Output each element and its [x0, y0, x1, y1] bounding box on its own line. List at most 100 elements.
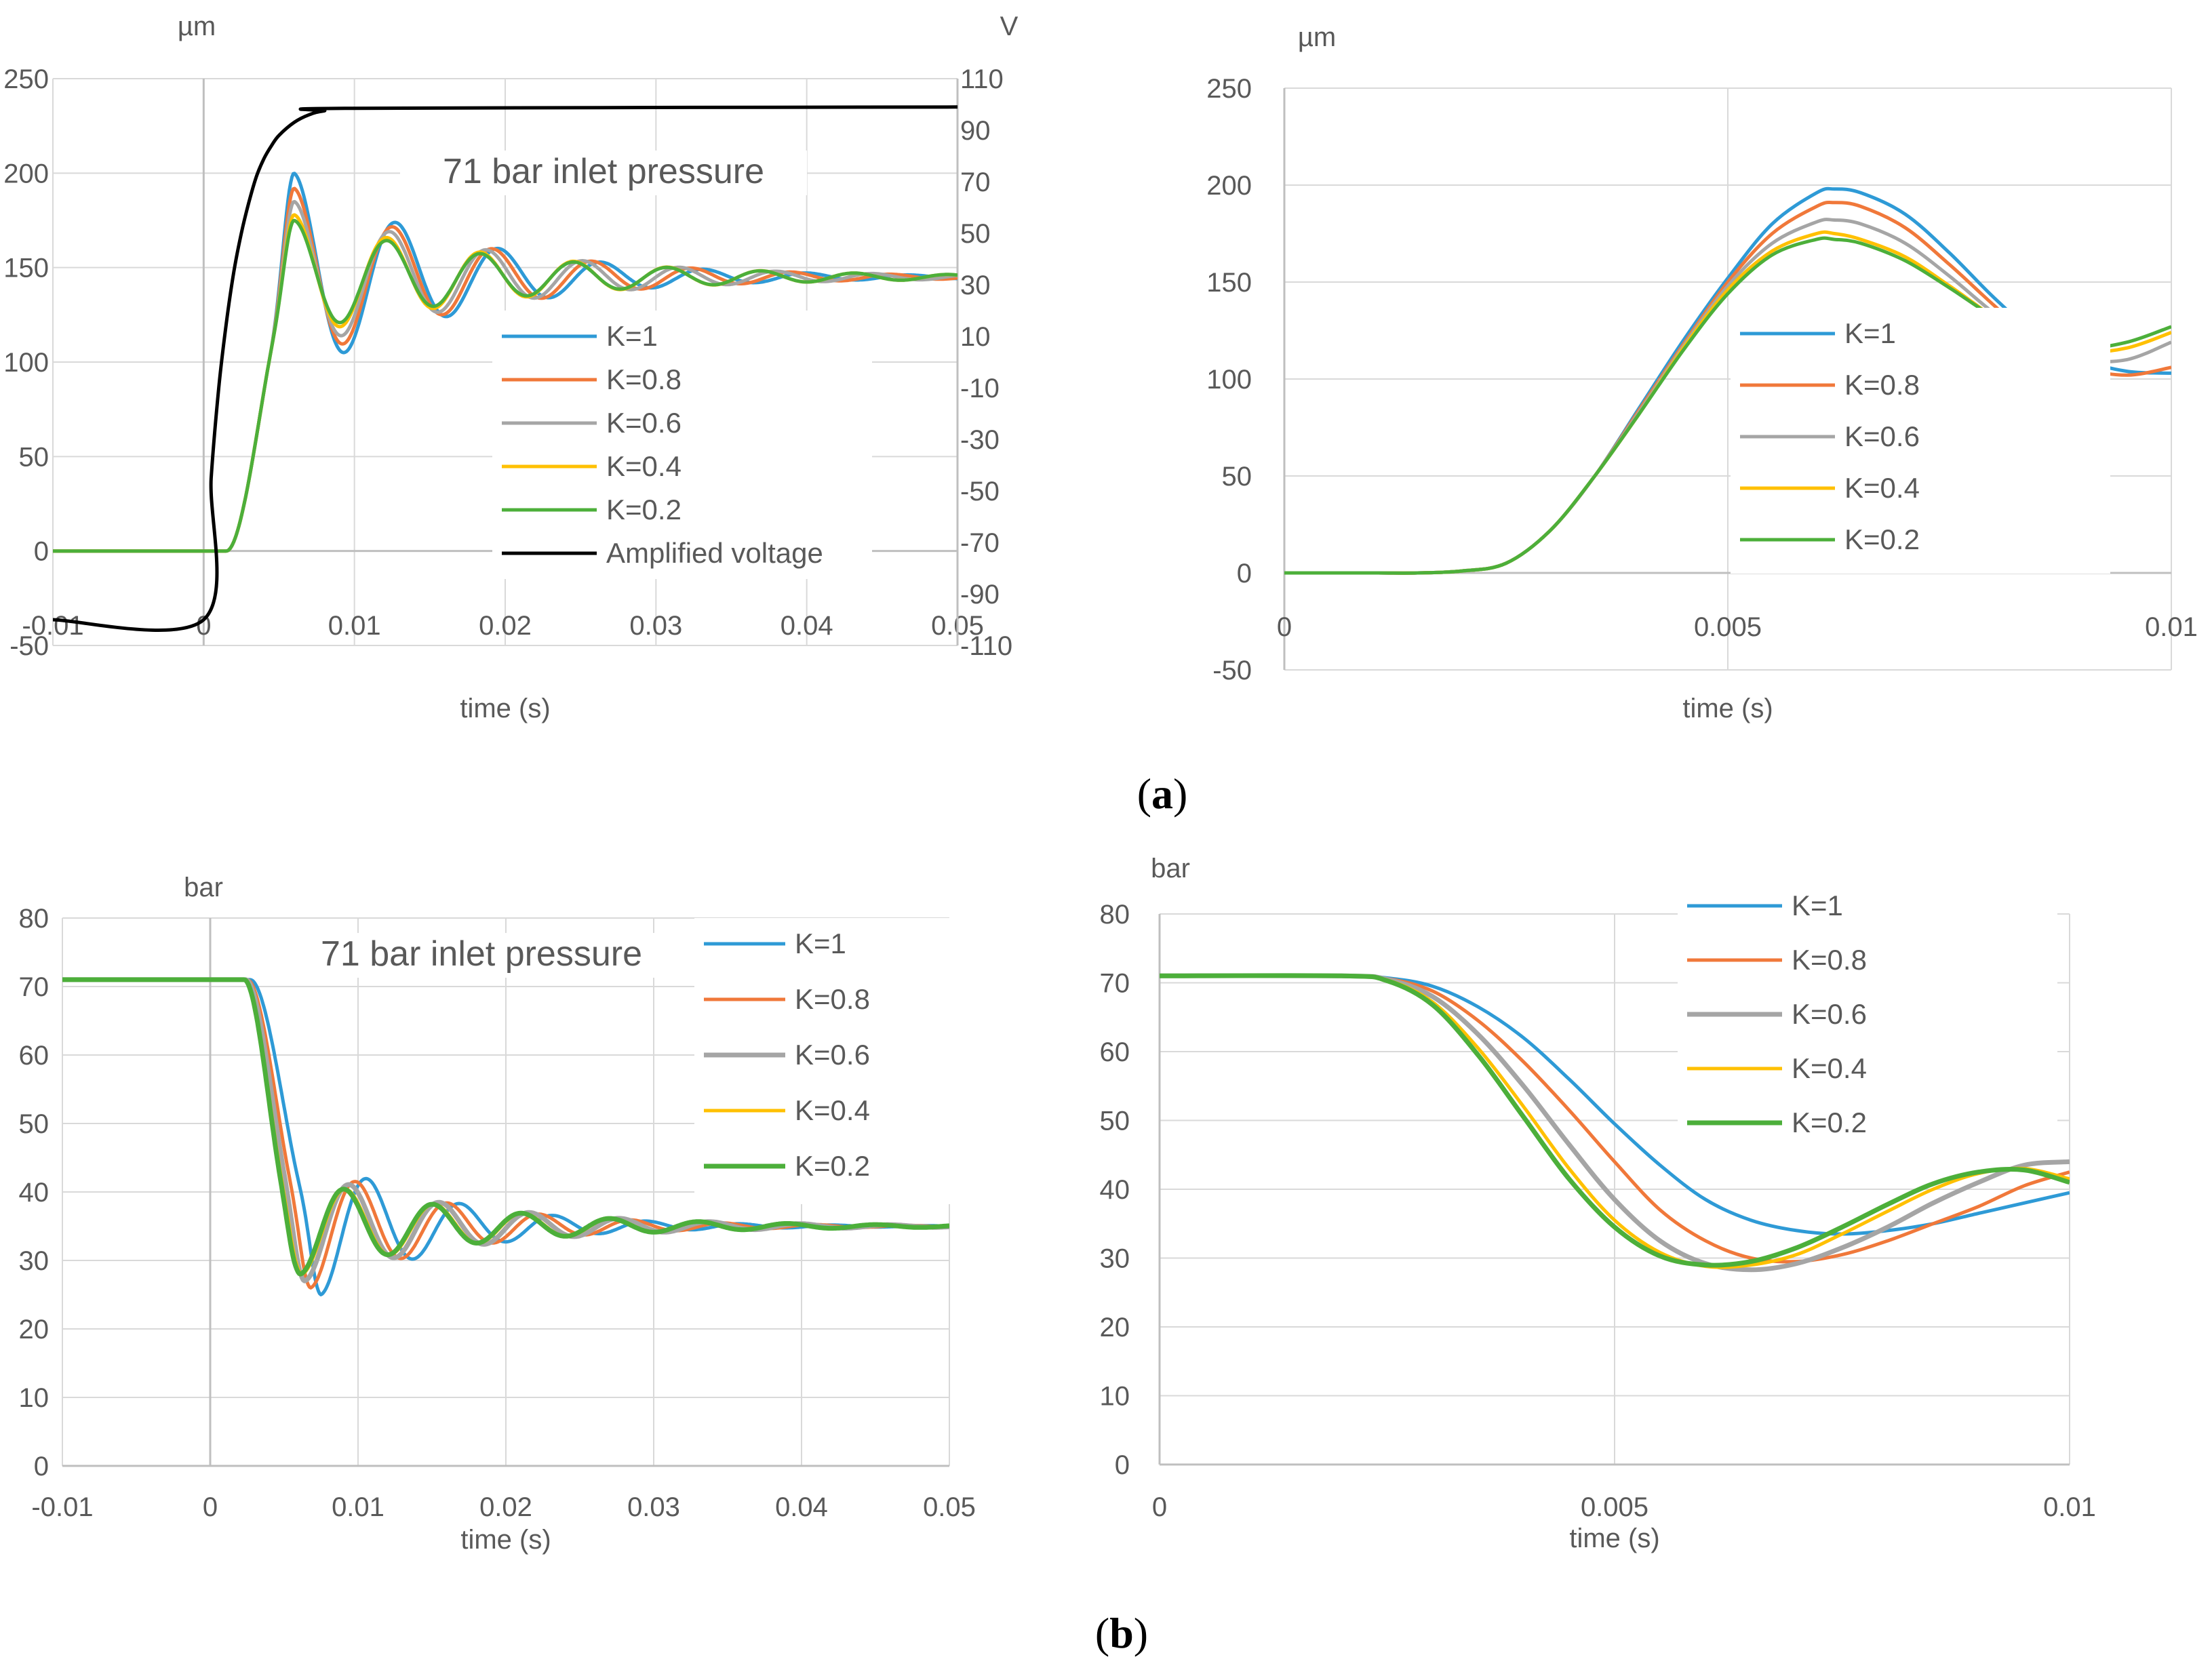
chart-a-left: -50 0 50 100 150 200 250 -0.01 0 0.01 0.02 0.03 0.04…: [3, 12, 1018, 723]
y-tick-label: 50: [19, 442, 50, 472]
y-unit-label: µm: [1298, 22, 1336, 52]
y-tick-label: 30: [1100, 1244, 1130, 1274]
x-tick-label: 0.005: [1581, 1492, 1648, 1522]
y-tick-label: 150: [1206, 268, 1252, 298]
annotation: 71 bar inlet pressure: [400, 151, 807, 195]
y-tick-label: 40: [1100, 1175, 1130, 1205]
x-tick-label: 0.005: [1694, 612, 1762, 642]
x-tick-label: 0.03: [629, 611, 682, 641]
legend-label: K=0.6: [795, 1039, 870, 1071]
annotation-text: 71 bar inlet pressure: [321, 934, 642, 974]
y-tick-label: 80: [1100, 900, 1130, 930]
annotation-text: 71 bar inlet pressure: [443, 152, 764, 191]
legend-label: K=0.8: [1844, 369, 1920, 401]
legend-label: K=0.6: [606, 407, 682, 439]
x-axis-label: time (s): [1682, 694, 1773, 723]
y-tick-label: 0: [34, 1452, 49, 1481]
y2-tick-label: 110: [960, 64, 1004, 94]
x-tick-label: 0: [1152, 1492, 1167, 1522]
y2-tick-label: -110: [960, 631, 1012, 661]
series-line-K=0.2: [53, 218, 957, 553]
y2-tick-label: -30: [960, 425, 1000, 455]
legend-label: K=0.4: [606, 450, 682, 482]
y2-tick-label: -90: [960, 580, 1000, 610]
x-tick-label: -0.01: [22, 611, 83, 641]
legend: K=1 K=0.8 K=0.6 K=0.4 K=0.2 Amplified voltage: [492, 311, 872, 579]
x-tick-label: 0.04: [775, 1492, 828, 1522]
panel-label-a: (a): [1137, 770, 1188, 818]
legend: K=1 K=0.8 K=0.6 K=0.4 K=0.2: [1678, 880, 2057, 1159]
x-tick-label: 0: [1277, 612, 1292, 642]
legend-label: Amplified voltage: [606, 537, 823, 569]
y2-tick-label: -50: [960, 477, 1000, 506]
y-tick-label: 250: [1206, 74, 1252, 104]
y2-tick-label: 30: [960, 271, 991, 300]
legend-label: K=0.4: [1844, 472, 1920, 504]
x-tick-label: 0.02: [479, 611, 532, 641]
annotation-background: [278, 933, 685, 978]
x-tick-label: 0.01: [328, 611, 381, 641]
x-tick-label: 0: [203, 1492, 218, 1522]
y-tick-label: 50: [1222, 462, 1252, 492]
chart-b-left: 0 10 20 30 40 50 60 70 80 -0.01 0 0.01 0.02 0.03 0.04 0…: [19, 873, 1061, 1555]
annotation: 71 bar inlet pressure: [278, 933, 685, 978]
legend-background: [492, 311, 872, 579]
y-unit-label: µm: [178, 12, 216, 41]
legend-label: K=1: [606, 320, 658, 352]
x-tick-label: 0.03: [627, 1492, 680, 1522]
series-line-K=0.2: [1160, 973, 2070, 1268]
y-tick-label: 0: [1115, 1450, 1130, 1480]
y-tick-label: 100: [1206, 365, 1252, 395]
legend-background: [1678, 880, 2057, 1159]
y-tick-label: 30: [19, 1246, 50, 1276]
legend-label: K=0.4: [1792, 1052, 1867, 1084]
x-tick-label: 0.02: [479, 1492, 532, 1522]
y-unit-label: bar: [1151, 854, 1190, 883]
legend-label: K=1: [1792, 890, 1843, 921]
y2-tick-label: -70: [960, 528, 1000, 558]
y2-tick-label: 10: [960, 322, 991, 352]
y2-tick-label: -10: [960, 374, 1000, 403]
legend-label: K=1: [795, 928, 846, 959]
legend-label: K=1: [1844, 317, 1896, 349]
y-tick-label: 60: [19, 1041, 50, 1071]
y-tick-label: 60: [1100, 1037, 1130, 1067]
y2-unit-label: V: [1000, 12, 1019, 41]
annotation-background: [400, 151, 807, 195]
y-tick-label: 100: [3, 348, 49, 378]
legend-label: K=0.8: [606, 363, 682, 395]
series-line-K=0.2: [62, 977, 949, 1277]
y2-tick-label: 70: [960, 167, 991, 197]
y-tick-label: 0: [34, 537, 49, 567]
y-tick-label: 70: [1100, 969, 1130, 999]
chart-b-right: 0 10 20 30 40 50 60 70 80 0 0.005 0.01 bar time (s) K=…: [1100, 854, 2096, 1553]
legend-label: K=0.6: [1844, 420, 1920, 452]
x-tick-label: 0.01: [2145, 612, 2198, 642]
y-unit-label: bar: [184, 873, 223, 902]
y-tick-label: 50: [1100, 1107, 1130, 1136]
y2-tick-label: 90: [960, 116, 991, 146]
legend-label: K=0.8: [795, 983, 870, 1015]
x-tick-label: 0: [196, 611, 211, 641]
legend-label: K=0.2: [606, 494, 682, 525]
chart-a-right: -50 0 50 100 150 200 250 0 0.005 0.01 µm time (s) K=…: [1206, 22, 2198, 723]
y-tick-label: 0: [1237, 559, 1252, 589]
y-tick-label: 200: [1206, 171, 1252, 201]
y-tick-label: 20: [19, 1315, 50, 1345]
y-tick-label: 80: [19, 904, 50, 934]
series-line-Amplified voltage: [53, 105, 957, 632]
x-tick-label: 0.01: [332, 1492, 384, 1522]
legend-label: K=0.4: [795, 1094, 870, 1126]
y-tick-label: -50: [9, 631, 49, 661]
legend: K=1 K=0.8 K=0.6 K=0.4 K=0.2: [694, 918, 1061, 1204]
legend-label: K=0.2: [795, 1150, 870, 1182]
y-tick-label: -50: [1212, 656, 1252, 685]
legend-label: K=0.2: [1844, 523, 1920, 555]
x-tick-label: -0.01: [31, 1492, 93, 1522]
y-tick-label: 70: [19, 972, 50, 1002]
y2-tick-label: 50: [960, 219, 991, 249]
y-tick-label: 150: [3, 254, 49, 283]
legend-label: K=0.8: [1792, 944, 1867, 976]
y-tick-label: 50: [19, 1109, 50, 1139]
